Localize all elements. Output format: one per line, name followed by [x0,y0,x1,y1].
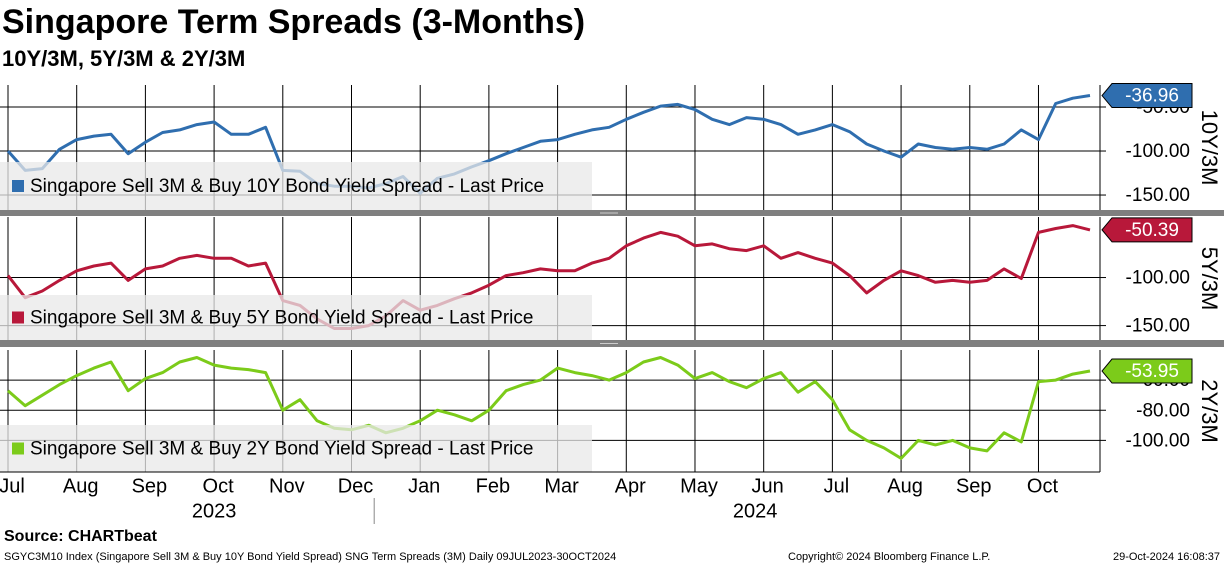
legend-label: Singapore Sell 3M & Buy 5Y Bond Yield Sp… [30,308,533,329]
x-tick-label: Mar [544,475,579,497]
y-tick-label: -100.00 [1126,141,1190,162]
x-tick-label: Aug [63,475,99,497]
legend-label: Singapore Sell 3M & Buy 10Y Bond Yield S… [30,176,544,197]
y-tick-label: -100.00 [1126,268,1190,289]
x-tick-label: Jul [824,475,850,497]
chart-subtitle: 10Y/3M, 5Y/3M & 2Y/3M [2,46,245,71]
x-tick-label: Oct [1027,475,1059,497]
y-axis-title: 10Y/3M [1197,110,1222,186]
last-value-label: -50.39 [1125,220,1179,241]
series-line [6,224,1091,330]
last-value-tag [1101,358,1193,384]
y-tick-label: -100.00 [1126,430,1190,451]
x-tick-label: Nov [269,475,305,497]
chart-title: Singapore Term Spreads (3-Months) [2,3,585,41]
timestamp: 29-Oct-2024 16:08:37 [1113,551,1220,563]
x-tick-label: May [680,475,718,497]
last-value-tag [1101,217,1193,243]
last-value-tag [1101,83,1193,109]
x-tick-label: Aug [887,475,923,497]
x-tick-label: Sep [956,475,992,497]
legend-label: Singapore Sell 3M & Buy 2Y Bond Yield Sp… [30,439,533,460]
x-tick-label: Jul [0,475,25,497]
x-tick-label: Sep [132,475,168,497]
legend-swatch [12,442,24,455]
footnote: SGYC3M10 Index (Singapore Sell 3M & Buy … [4,551,616,563]
legend-box [0,162,592,210]
year-label: 2024 [733,500,778,522]
source: Source: CHARTbeat [4,528,158,545]
year-label: 2023 [192,500,237,522]
legend-swatch [12,180,24,192]
x-tick-label: Jan [408,475,440,497]
y-tick-label: -150.00 [1126,316,1190,337]
x-tick-label: Dec [338,475,374,497]
legend-box [0,425,592,472]
y-tick-label: -150.00 [1126,185,1190,206]
series-line [7,356,1091,460]
copyright: Copyright© 2024 Bloomberg Finance L.P. [788,551,990,563]
y-tick-label: -80.00 [1136,400,1190,421]
legend-swatch [12,311,24,324]
last-value-label: -53.95 [1125,361,1179,382]
y-axis-title: 2Y/3M [1197,379,1222,443]
legend-box [0,295,592,340]
last-value-label: -36.96 [1125,86,1179,107]
x-tick-label: Oct [203,475,235,497]
x-tick-label: Apr [615,475,646,497]
y-axis-title: 5Y/3M [1197,247,1222,311]
x-tick-label: Feb [476,475,510,497]
series-line [6,94,1091,195]
x-tick-label: Jun [752,475,784,497]
